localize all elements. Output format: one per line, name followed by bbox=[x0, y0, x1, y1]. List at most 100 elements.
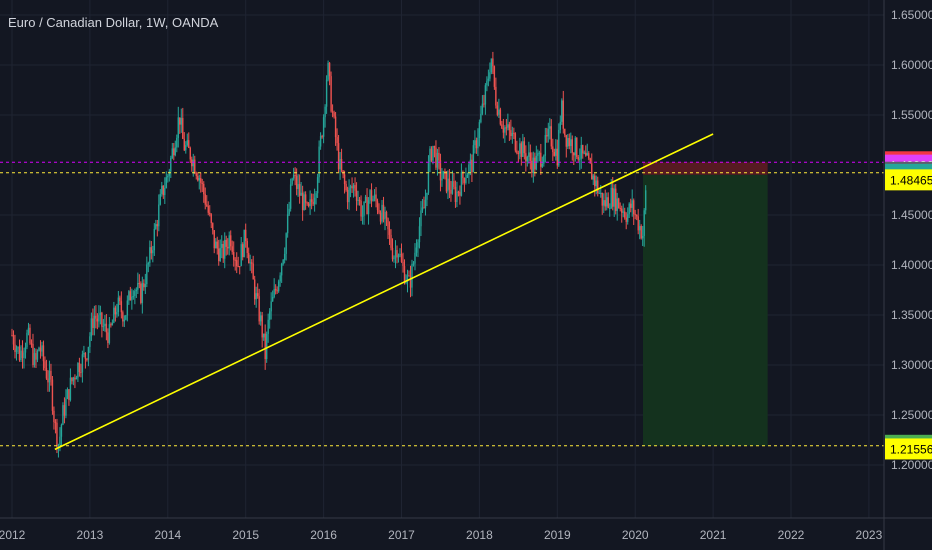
candle-up bbox=[361, 215, 364, 217]
candle-down bbox=[615, 188, 617, 211]
candle-down bbox=[430, 148, 433, 161]
candle-down bbox=[346, 190, 349, 203]
candle-down bbox=[182, 117, 184, 139]
candle-down bbox=[252, 263, 254, 280]
candle-down bbox=[594, 175, 596, 187]
candle-up bbox=[65, 398, 67, 416]
candle-down bbox=[119, 297, 121, 302]
position-layer bbox=[642, 162, 768, 446]
candle-down bbox=[162, 185, 165, 196]
candle-down bbox=[42, 345, 45, 362]
stop-loss-zone bbox=[642, 162, 768, 175]
take-profit-zone bbox=[642, 174, 768, 446]
candle-down bbox=[360, 200, 362, 217]
candle-down bbox=[546, 135, 548, 137]
candle-up bbox=[595, 180, 597, 187]
candle-down bbox=[619, 208, 621, 210]
candle-up bbox=[426, 192, 428, 200]
candle-up bbox=[324, 106, 326, 118]
candle-up bbox=[558, 129, 560, 166]
candle-down bbox=[457, 191, 460, 193]
candle-down bbox=[550, 126, 553, 147]
candle-up bbox=[393, 257, 395, 260]
candle-down bbox=[382, 204, 385, 220]
candle-down bbox=[492, 58, 494, 67]
candle-down bbox=[630, 203, 632, 208]
candle-down bbox=[496, 105, 499, 115]
candle-up bbox=[511, 132, 514, 137]
x-tick-label: 2014 bbox=[154, 528, 181, 542]
candle-up bbox=[364, 196, 367, 202]
candle-down bbox=[403, 266, 406, 284]
candle-down bbox=[358, 199, 361, 201]
candle-down bbox=[294, 175, 296, 177]
candle-up bbox=[507, 124, 509, 128]
y-tick-label: 1.45000 bbox=[891, 208, 932, 222]
candle-down bbox=[206, 204, 208, 206]
candle-up bbox=[167, 175, 169, 178]
candle-down bbox=[475, 140, 478, 149]
candle-up bbox=[152, 250, 154, 254]
candle-down bbox=[607, 197, 609, 209]
candle-up bbox=[24, 347, 27, 353]
candle-up bbox=[176, 137, 178, 148]
candle-up bbox=[249, 262, 251, 264]
candle-up bbox=[135, 289, 138, 292]
candle-down bbox=[514, 133, 517, 151]
candle-up bbox=[180, 117, 182, 125]
candle-up bbox=[418, 226, 421, 243]
candle-up bbox=[171, 148, 173, 159]
candle-up bbox=[102, 326, 105, 328]
x-tick-label: 2018 bbox=[466, 528, 493, 542]
candle-down bbox=[250, 262, 253, 264]
candle-up bbox=[613, 188, 615, 207]
candle-down bbox=[618, 198, 620, 209]
candle-down bbox=[378, 210, 380, 213]
candle-down bbox=[333, 112, 335, 117]
price-label-text: 1.48465 bbox=[890, 173, 932, 187]
candle-down bbox=[225, 239, 227, 247]
candle-up bbox=[292, 175, 295, 179]
candle-down bbox=[454, 186, 457, 203]
candle-up bbox=[262, 333, 265, 338]
x-tick-label: 2017 bbox=[388, 528, 415, 542]
candle-up bbox=[472, 145, 475, 173]
candle-down bbox=[388, 229, 391, 235]
candle-up bbox=[481, 103, 484, 114]
candle-down bbox=[247, 252, 250, 264]
candle-up bbox=[484, 85, 487, 105]
y-tick-label: 1.65000 bbox=[891, 8, 932, 22]
candle-down bbox=[107, 332, 109, 343]
candle-down bbox=[203, 183, 205, 195]
candle-up bbox=[99, 312, 102, 316]
candle-down bbox=[191, 159, 193, 167]
candle-up bbox=[104, 323, 106, 327]
candle-down bbox=[343, 174, 346, 185]
y-tick-label: 1.55000 bbox=[891, 108, 932, 122]
candle-down bbox=[459, 191, 461, 196]
candle-up bbox=[240, 244, 242, 267]
candle-up bbox=[279, 275, 281, 282]
candle-up bbox=[592, 175, 594, 180]
candle-down bbox=[105, 323, 108, 333]
candle-down bbox=[110, 324, 112, 326]
candle-up bbox=[352, 185, 355, 189]
candle-down bbox=[51, 379, 54, 411]
candle-down bbox=[201, 182, 203, 184]
candle-down bbox=[179, 117, 181, 125]
candle-up bbox=[628, 203, 630, 215]
candle-up bbox=[549, 126, 551, 129]
candle-up bbox=[280, 263, 283, 276]
candle-up bbox=[267, 319, 269, 334]
candle-up bbox=[132, 296, 135, 298]
candle-down bbox=[453, 181, 455, 187]
candle-down bbox=[80, 372, 82, 374]
candle-up bbox=[268, 311, 271, 320]
candle-up bbox=[427, 162, 430, 193]
candle-down bbox=[200, 178, 202, 183]
candle-up bbox=[432, 145, 434, 161]
candle-down bbox=[236, 260, 238, 267]
candle-up bbox=[574, 137, 576, 156]
